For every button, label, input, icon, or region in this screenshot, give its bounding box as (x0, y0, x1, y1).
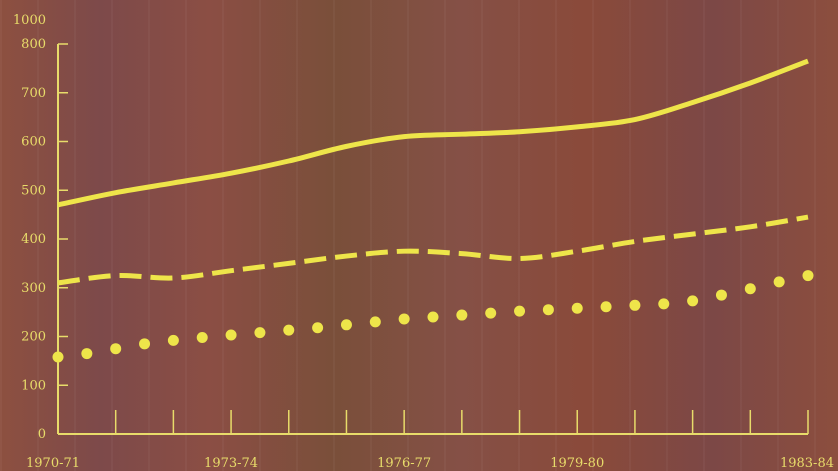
series-point (802, 270, 814, 282)
series-point (139, 338, 151, 350)
series-layer (52, 58, 814, 363)
y-tick-label: 100 (21, 378, 46, 393)
series-point (225, 329, 237, 341)
series-point (773, 276, 785, 288)
x-tick-label: 1983-84 (780, 456, 834, 471)
series-point (340, 319, 352, 331)
y-tick-label: 300 (21, 281, 46, 296)
y-tick-label: 500 (21, 183, 46, 198)
series-point (312, 322, 324, 334)
series-point (658, 298, 670, 310)
series-point (629, 299, 641, 311)
x-tick-label: 1976-77 (377, 456, 431, 471)
series-point (687, 295, 699, 307)
series-line-dashed (57, 214, 809, 286)
y-tick-label: 0 (38, 427, 46, 442)
series-point (427, 311, 439, 323)
y-tick-label: 700 (21, 86, 46, 101)
series-point (81, 348, 93, 360)
series-point (600, 301, 612, 313)
series-point (485, 307, 497, 319)
series-point (715, 289, 727, 301)
x-tick-label: 1970-71 (26, 456, 80, 471)
series-point (52, 351, 64, 363)
series-point (167, 334, 179, 346)
series-point (514, 305, 526, 317)
series-point (542, 304, 554, 316)
series-point (744, 283, 756, 295)
x-tick-label: 1973-74 (204, 456, 258, 471)
y-tick-label: 1000 (13, 13, 46, 28)
axes (57, 43, 809, 435)
series-point (196, 331, 208, 343)
series-point (283, 324, 295, 336)
y-tick-label: 400 (21, 232, 46, 247)
series-line-solid (57, 58, 809, 208)
x-tick-label: 1979-80 (550, 456, 604, 471)
y-tick-label: 600 (21, 135, 46, 150)
tick-labels: 0 100 200 300 400 500 600 700 800 1000 1970-71 1973… (13, 13, 834, 471)
y-tick-label: 800 (21, 37, 46, 52)
series-point (110, 343, 122, 355)
series-point (571, 302, 583, 314)
series-point (456, 309, 468, 321)
series-point (398, 313, 410, 325)
series-point (369, 316, 381, 328)
y-tick-label: 200 (21, 330, 46, 345)
series-point (254, 327, 266, 339)
